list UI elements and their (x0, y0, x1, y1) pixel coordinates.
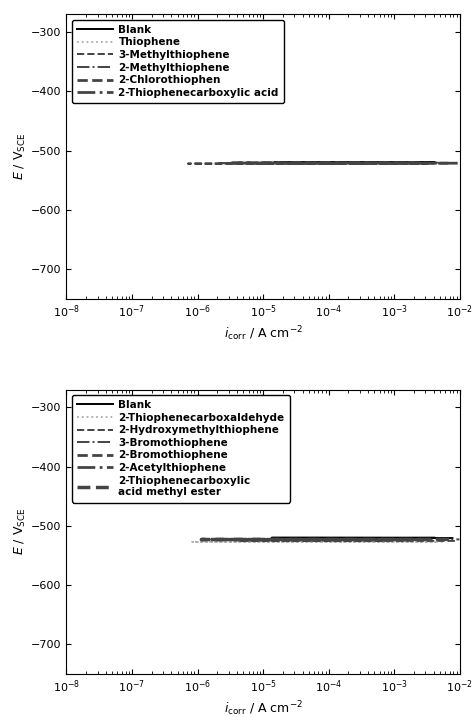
X-axis label: $i_\mathrm{corr}$ / A cm$^{-2}$: $i_\mathrm{corr}$ / A cm$^{-2}$ (224, 700, 302, 717)
Y-axis label: $E$ / V$_\mathrm{SCE}$: $E$ / V$_\mathrm{SCE}$ (13, 508, 28, 556)
X-axis label: $i_\mathrm{corr}$ / A cm$^{-2}$: $i_\mathrm{corr}$ / A cm$^{-2}$ (224, 324, 302, 343)
Legend: Blank, Thiophene, 3-Methylthiophene, 2-Methylthiophene, 2-Chlorothiophen, 2-Thio: Blank, Thiophene, 3-Methylthiophene, 2-M… (72, 19, 284, 103)
Legend: Blank, 2-Thiophenecarboxaldehyde, 2-Hydroxymethylthiophene, 3-Bromothiophene, 2-: Blank, 2-Thiophenecarboxaldehyde, 2-Hydr… (72, 395, 290, 503)
Y-axis label: $E$ / V$_\mathrm{SCE}$: $E$ / V$_\mathrm{SCE}$ (13, 133, 28, 180)
